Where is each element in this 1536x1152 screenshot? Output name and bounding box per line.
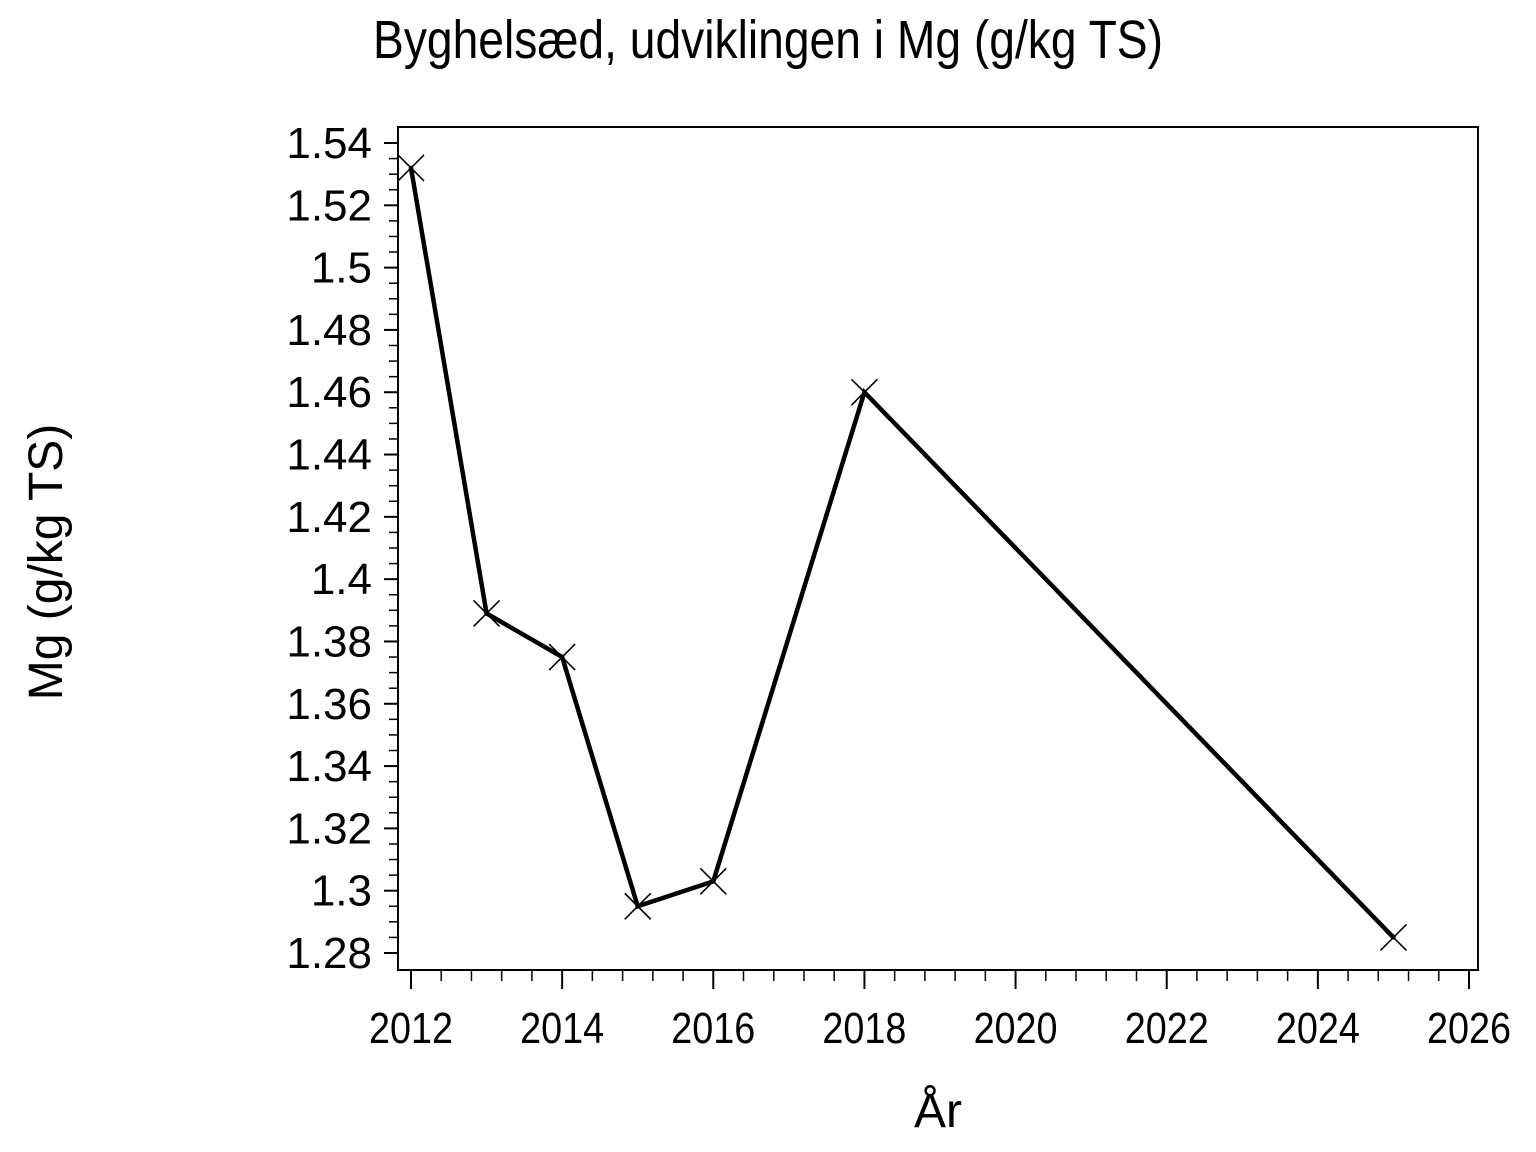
y-tick-label: 1.52 <box>286 181 372 230</box>
data-point-marker <box>397 154 425 182</box>
y-tick-label: 1.4 <box>311 555 372 604</box>
data-point-marker <box>473 599 501 627</box>
x-tick-label: 2024 <box>1276 1004 1360 1053</box>
x-axis-title: År <box>914 1085 962 1138</box>
y-tick-label: 1.28 <box>286 929 372 978</box>
y-tick-label: 1.42 <box>286 493 372 542</box>
x-tick-label: 2012 <box>369 1004 453 1053</box>
data-point-marker <box>699 867 727 895</box>
x-tick-label: 2026 <box>1427 1004 1511 1053</box>
y-tick-label: 1.38 <box>286 617 372 666</box>
data-point-marker <box>548 643 576 671</box>
y-tick-label: 1.32 <box>286 804 372 853</box>
y-tick-label: 1.44 <box>286 431 372 480</box>
y-tick-label: 1.36 <box>286 680 372 729</box>
chart-title: Byghelsæd, udviklingen i Mg (g/kg TS) <box>373 10 1163 70</box>
y-tick-label: 1.5 <box>311 244 372 293</box>
plot-frame-group <box>397 126 1479 971</box>
y-tick-label: 1.46 <box>286 368 372 417</box>
x-tick-label: 2014 <box>520 1004 604 1053</box>
y-tick-label: 1.34 <box>286 742 372 791</box>
data-point-marker <box>1379 923 1407 951</box>
data-series-group <box>397 154 1407 951</box>
y-axis-title: Mg (g/kg TS) <box>20 424 73 701</box>
data-point-marker <box>850 378 878 406</box>
y-tick-label: 1.54 <box>286 119 372 168</box>
y-tick-label: 1.48 <box>286 306 372 355</box>
x-tick-label: 2020 <box>974 1004 1058 1053</box>
x-tick-label: 2022 <box>1125 1004 1209 1053</box>
data-point-marker <box>624 892 652 920</box>
x-axis-ticks-group: 2012 2014 2016 2018 2020 2022 2024 2026 <box>369 970 1511 1053</box>
y-axis-ticks-group: 1.28 1.3 1.32 1.34 1.36 1.38 1.4 1.42 1.44 1.46 1.… <box>286 119 398 978</box>
y-tick-label: 1.3 <box>311 867 372 916</box>
data-line <box>408 165 1396 940</box>
plot-frame <box>397 126 1479 971</box>
x-tick-label: 2016 <box>671 1004 755 1053</box>
x-tick-label: 2018 <box>822 1004 906 1053</box>
